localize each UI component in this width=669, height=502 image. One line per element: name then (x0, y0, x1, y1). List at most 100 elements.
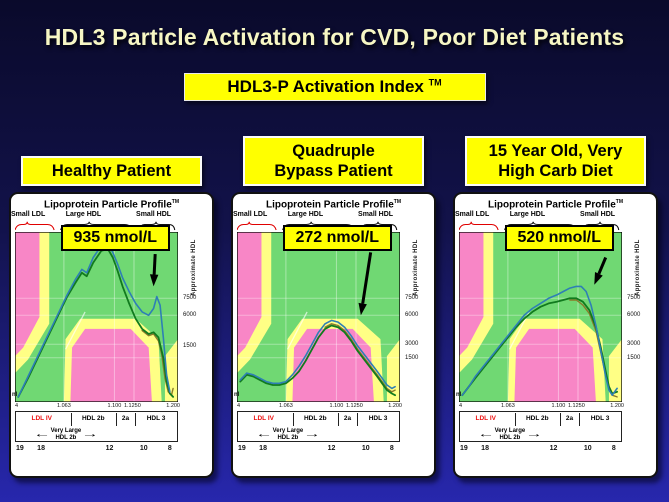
chart-title-text: Lipoprotein Particle Profile (487, 199, 616, 211)
activation-value-callout: 935 nmol/L (60, 225, 170, 251)
diameter-tick: 8 (389, 445, 394, 452)
chart-title: Lipoprotein Particle ProfileTM (15, 197, 208, 211)
density-axis: 4 1.063 1.100 1.1250 1.200 (15, 402, 180, 411)
patient-trace-blue (240, 320, 395, 388)
patient-trace-blue (18, 244, 170, 397)
diameter-tick: 10 (361, 445, 370, 452)
axis-fragment: nl (456, 392, 462, 398)
density-tick: 1.100 (329, 403, 344, 409)
diameter-tick: 19 (237, 445, 246, 452)
right-axis-tick: 7500 (183, 295, 197, 302)
subclass-boundary (357, 413, 359, 426)
lipoprotein-plot (237, 232, 400, 402)
activation-value-callout: 272 nmol/L (282, 225, 392, 251)
right-axis-tick: 1500 (405, 354, 419, 361)
plot-wrap: nl 520 nmol/L (456, 225, 622, 402)
subclass-boundary (292, 413, 294, 426)
density-tick: 1.200 (166, 403, 180, 409)
small-hdl-brace (139, 222, 175, 230)
subclass-boundary (115, 413, 117, 426)
patient-label-line2: Bypass Patient (274, 161, 393, 180)
zone-risk (70, 328, 152, 402)
density-tick: 1.200 (610, 403, 624, 409)
very-large-hdl-note: ← Very Large HDL 2b → (241, 428, 334, 441)
chart-title-text: Lipoprotein Particle Profile (265, 199, 394, 211)
patient-label-highcarb: 15 Year Old, Very High Carb Diet (465, 135, 646, 186)
chart-title: Lipoprotein Particle ProfileTM (459, 197, 652, 211)
plot-row: nl 520 nmol/L Approximate HDL 7500 6000 30… (456, 225, 652, 402)
right-axis-tick: 1500 (183, 342, 197, 349)
diameter-axis: 19 18 12 10 8 (237, 444, 400, 456)
density-tick: 1.063 (501, 403, 515, 409)
right-axis-tick: 3000 (627, 341, 641, 348)
reference-trace-brown (325, 324, 395, 392)
particle-region-labels: Small LDL Large HDL Small HDL (455, 211, 622, 221)
slide-title: HDL3 Particle Activation for CVD, Poor D… (44, 24, 625, 50)
patient-slot-1: Healthy Patient (9, 125, 214, 186)
particle-region-labels: Small LDL Large HDL Small HDL (233, 211, 400, 221)
patient-label-bypass: Quadruple Bypass Patient (243, 135, 424, 186)
diameter-tick: 12 (549, 445, 558, 452)
region-braces (459, 221, 622, 231)
zone-risk (459, 232, 484, 357)
subclass-box: ← Very Large HDL 2b → LDL IV HDL 2b 2a HDL 3 (459, 411, 622, 442)
left-arrow-icon: ← (255, 428, 273, 440)
large-hdl-brace (61, 222, 133, 230)
panel-healthy: Healthy Patient Lipoprotein Particle Pro… (9, 125, 214, 478)
small-ldl-label: Small LDL (455, 211, 490, 218)
callout-arrow-shaft (363, 252, 371, 303)
axis-fragment: nl (12, 392, 18, 398)
panels-row: Healthy Patient Lipoprotein Particle Pro… (9, 125, 660, 478)
callout-arrow-shaft (599, 258, 606, 274)
diameter-tick: 19 (15, 445, 24, 452)
subclass-label: 2a (565, 415, 574, 422)
small-hdl-label: Small HDL (358, 211, 394, 218)
ldl-brace (459, 222, 498, 230)
brace-row (15, 221, 178, 232)
plot-wrap: nl 935 nmol/L (12, 225, 178, 402)
right-axis-tick: 7500 (405, 295, 419, 302)
zone-caution (386, 339, 400, 402)
trademark-superscript: TM (428, 77, 442, 88)
chart-title-tm: TM (393, 199, 402, 205)
density-tick: 1.063 (57, 403, 71, 409)
callout-arrow-head (594, 272, 603, 285)
density-tick: 1.1250 (123, 403, 141, 409)
diameter-axis: 19 18 12 10 8 (459, 444, 622, 456)
patient-label-line1: 15 Year Old, Very (488, 141, 623, 160)
zone-risk (514, 328, 596, 402)
right-arrow-icon: → (525, 428, 543, 440)
ldl-brace (237, 222, 276, 230)
patient-label-line1: Healthy Patient (51, 161, 172, 180)
subclass-label: HDL 3 (146, 415, 166, 422)
right-axis-tick: 1500 (627, 354, 641, 361)
diameter-tick: 10 (583, 445, 592, 452)
large-hdl-brace (505, 222, 577, 230)
diameter-tick: 19 (459, 445, 468, 452)
large-hdl-brace (283, 222, 355, 230)
patient-slot-3: 15 Year Old, Very High Carb Diet (453, 125, 658, 186)
diameter-tick: 10 (139, 445, 148, 452)
density-tick: 1.100 (107, 403, 122, 409)
note-line2: HDL 2b (499, 434, 521, 441)
left-arrow-icon: ← (33, 428, 51, 440)
subclass-boundary (70, 413, 72, 426)
density-axis: 4 1.063 1.100 1.1250 1.200 (459, 402, 624, 411)
panel-bypass: Quadruple Bypass Patient Lipoprotein Par… (231, 125, 436, 478)
density-fragment: 4 (459, 403, 463, 409)
diameter-tick: 18 (481, 445, 489, 452)
zone-risk (15, 232, 40, 357)
diameter-tick: 18 (259, 445, 267, 452)
accent-line (66, 312, 86, 349)
density-tick: 1.1250 (345, 403, 363, 409)
chart-card-highcarb: Lipoprotein Particle ProfileTM Small LDL… (453, 192, 658, 478)
plot-wrap: nl 272 nmol/L (234, 225, 400, 402)
density-tick: 1.1250 (567, 403, 585, 409)
small-hdl-label: Small HDL (580, 211, 616, 218)
small-ldl-label: Small LDL (233, 211, 268, 218)
subclass-label: LDL IV (31, 415, 52, 422)
diameter-tick: 8 (611, 445, 616, 452)
right-axis-tick: 6000 (405, 312, 419, 319)
callout-arrow-head (358, 302, 367, 316)
